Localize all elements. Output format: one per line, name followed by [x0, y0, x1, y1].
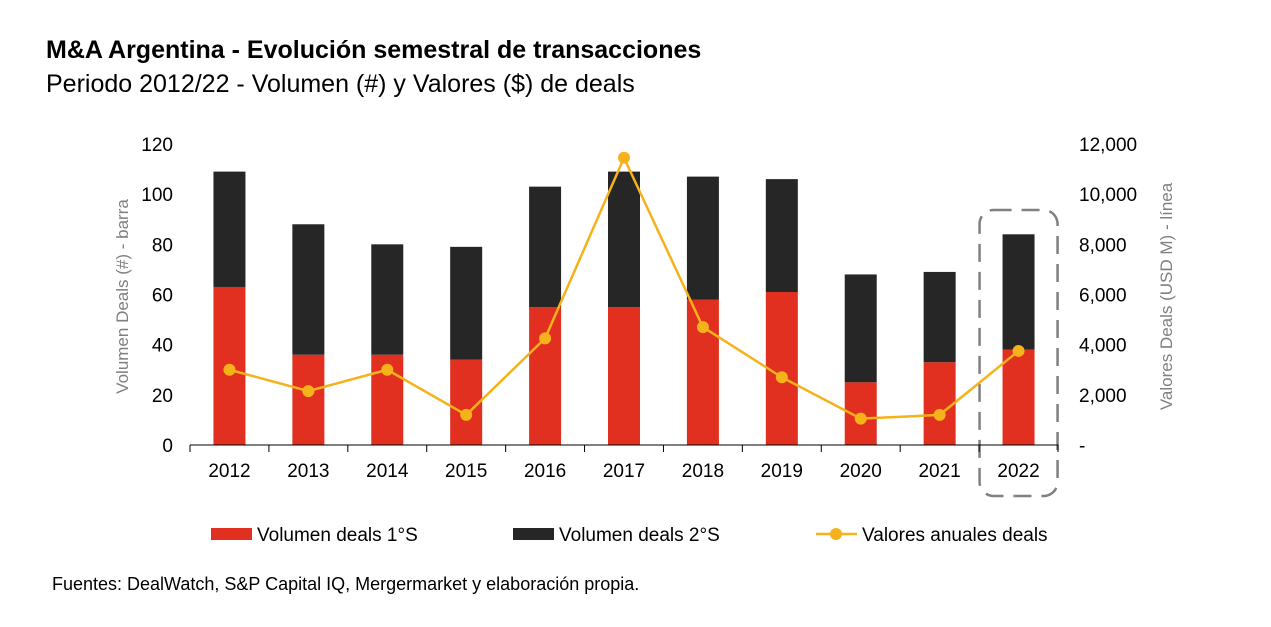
- legend-label-2s: Volumen deals 2°S: [559, 525, 720, 546]
- bar-2s-2019: [765, 179, 798, 292]
- chart-subtitle: Periodo 2012/22 - Volumen (#) y Valores …: [46, 70, 635, 98]
- highlight-box-2022: [978, 208, 1059, 498]
- legend-swatch-marker: [830, 528, 842, 540]
- line-point-2020: [854, 412, 867, 425]
- axes: 2012 2013 2014 2015 2016 2017 2018 2019 2020 2021…: [113, 135, 1176, 482]
- y2-tick-label--: -: [1079, 436, 1085, 457]
- x-tick-label-2020: 2020: [840, 461, 882, 482]
- line-point-2012: [223, 363, 236, 376]
- y2-tick-label-8,000: 8,000: [1079, 235, 1127, 256]
- x-tick-label-2016: 2016: [524, 461, 566, 482]
- bar-2s-2016: [529, 186, 562, 308]
- legend-label-1s: Volumen deals 1°S: [257, 525, 418, 546]
- chart-title: M&A Argentina - Evolución semestral de t…: [46, 36, 702, 64]
- line-series: [223, 151, 1025, 425]
- y2-tick-label-4,000: 4,000: [1079, 336, 1127, 357]
- y-tick-label-0: 0: [162, 436, 173, 457]
- x-tick-label-2018: 2018: [682, 461, 724, 482]
- legend-swatch-1s: [211, 528, 252, 540]
- y-tick-label-40: 40: [152, 336, 173, 357]
- bar-2s-2012: [213, 171, 246, 287]
- bar-1s-2022: [1002, 349, 1035, 445]
- y2-tick-label-12,000: 12,000: [1079, 135, 1137, 156]
- legend-swatch-2s: [513, 528, 554, 540]
- y-tick-label-80: 80: [152, 235, 173, 256]
- x-tick-label-2013: 2013: [287, 461, 329, 482]
- y2-tick-label-6,000: 6,000: [1079, 286, 1127, 307]
- legend-label-line: Valores anuales deals: [862, 525, 1048, 546]
- legend: Volumen deals 1°S Volumen deals 2°S Valore…: [211, 525, 1048, 546]
- line-point-2017: [618, 151, 630, 164]
- y2-tick-label-10,000: 10,000: [1079, 185, 1137, 206]
- x-tick-label-2021: 2021: [918, 461, 960, 482]
- bar-2s-2017: [608, 171, 640, 308]
- line-point-2014: [381, 363, 394, 376]
- y2-axis-title: Valores Deals (USD M) - línea: [1157, 182, 1176, 410]
- source-note: Fuentes: DealWatch, S&P Capital IQ, Merg…: [52, 574, 640, 594]
- line-point-2016: [539, 332, 552, 345]
- line-point-2022: [1012, 344, 1025, 357]
- x-tick-label-2012: 2012: [208, 461, 250, 482]
- x-tick-label-2017: 2017: [603, 461, 645, 482]
- line-point-2021: [933, 408, 946, 421]
- x-tick-label-2015: 2015: [445, 461, 487, 482]
- bar-2s-2013: [292, 224, 325, 355]
- x-tick-label-2019: 2019: [761, 461, 803, 482]
- bar-1s-2017: [608, 307, 640, 445]
- bar-1s-2015: [450, 359, 483, 445]
- bar-2s-2021: [923, 271, 956, 363]
- bar-1s-2016: [529, 307, 562, 445]
- bar-2s-2014: [371, 244, 404, 355]
- x-tick-label-2022: 2022: [997, 461, 1039, 482]
- bar-2s-2022: [1002, 234, 1035, 350]
- line-point-2013: [302, 385, 315, 398]
- y-axis-title: Volumen Deals (#) - barra: [113, 199, 132, 394]
- x-tick-label-2014: 2014: [366, 461, 409, 482]
- y-tick-label-60: 60: [152, 286, 173, 307]
- bar-2s-2020: [844, 274, 877, 383]
- y2-tick-label-2,000: 2,000: [1079, 386, 1127, 407]
- bar-2s-2015: [450, 246, 483, 360]
- bar-1s-2013: [292, 354, 325, 445]
- y-tick-label-120: 120: [141, 135, 173, 156]
- bar-2s-2018: [686, 176, 719, 300]
- bar-group: [213, 171, 1059, 498]
- bar-1s-2019: [765, 291, 798, 445]
- y-tick-label-100: 100: [141, 185, 173, 206]
- line-point-2018: [696, 321, 709, 334]
- y-tick-label-20: 20: [152, 386, 173, 407]
- line-point-2019: [775, 371, 788, 384]
- bar-1s-2021: [923, 362, 956, 445]
- line-point-2015: [460, 408, 473, 421]
